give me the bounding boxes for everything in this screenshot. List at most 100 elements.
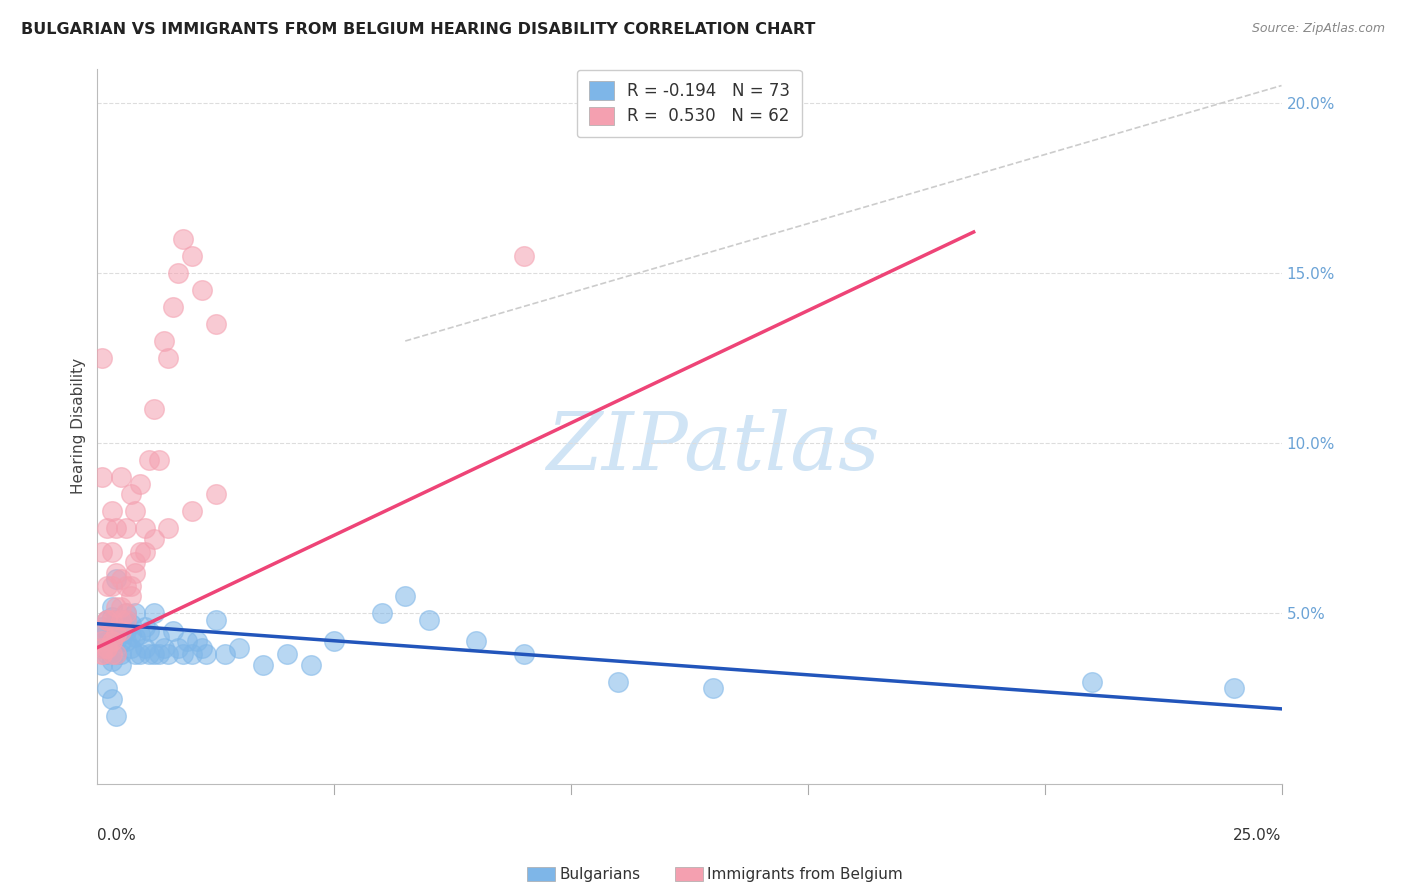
Point [143,607,166,621]
Point [181,648,204,662]
Point [176,633,198,648]
Point [91,640,114,655]
Point [148,453,170,467]
Point [105,599,128,614]
Point [114,633,136,648]
Point [172,648,194,662]
Point [100,654,122,668]
Point [214,648,236,662]
Point [512,648,534,662]
Point [228,640,250,655]
Point [607,674,630,689]
Point [105,521,128,535]
Point [167,266,190,280]
Point [110,613,132,627]
Text: Immigrants from Belgium: Immigrants from Belgium [707,867,903,881]
Legend: R = -0.194   N = 73, R =  0.530   N = 62: R = -0.194 N = 73, R = 0.530 N = 62 [576,70,801,137]
Point [91,640,114,655]
Point [204,487,226,501]
Point [100,633,122,648]
Point [105,573,128,587]
Point [96,633,118,648]
Point [162,624,184,638]
Point [96,640,118,655]
Point [129,627,152,641]
Point [276,648,298,662]
Point [120,640,142,655]
Point [1223,681,1246,696]
Point [512,249,534,263]
Point [100,648,122,662]
Point [418,613,440,627]
Point [91,624,114,638]
Text: 25.0%: 25.0% [1233,828,1281,843]
Point [114,579,136,593]
Point [100,545,122,559]
Point [138,624,160,638]
Point [702,681,724,696]
Point [114,607,136,621]
Point [96,613,118,627]
Point [105,624,128,638]
Point [190,283,212,297]
Point [143,648,166,662]
Point [162,300,184,314]
Point [143,402,166,417]
Point [91,545,114,559]
Point [96,648,118,662]
Point [124,648,146,662]
Point [138,648,160,662]
Point [100,613,122,627]
Point [110,633,132,648]
Point [100,620,122,634]
Point [120,579,142,593]
Point [110,599,132,614]
Point [124,631,146,645]
Point [138,453,160,467]
Point [152,334,174,348]
Point [124,607,146,621]
Point [134,620,156,634]
Point [91,351,114,365]
Point [105,648,128,662]
Text: Source: ZipAtlas.com: Source: ZipAtlas.com [1251,22,1385,36]
Text: 0.0%: 0.0% [97,828,136,843]
Point [124,566,146,580]
Point [110,573,132,587]
Text: Bulgarians: Bulgarians [560,867,641,881]
Point [91,631,114,645]
Point [96,521,118,535]
Point [129,477,152,491]
Point [370,607,392,621]
Point [96,579,118,593]
Point [129,648,152,662]
Point [124,504,146,518]
Point [190,640,212,655]
Point [96,613,118,627]
Point [195,648,218,662]
Point [100,599,122,614]
Point [299,657,322,672]
Point [157,351,180,365]
Point [91,470,114,484]
Point [100,504,122,518]
Point [134,521,156,535]
Point [167,640,190,655]
Point [252,657,274,672]
Point [100,691,122,706]
Point [110,624,132,638]
Point [114,607,136,621]
Point [105,613,128,627]
Point [323,633,346,648]
Point [114,613,136,627]
Point [394,590,416,604]
Point [91,633,114,648]
Point [100,633,122,648]
Point [181,504,204,518]
Point [100,610,122,624]
Point [143,532,166,546]
Point [148,648,170,662]
Y-axis label: Hearing Disability: Hearing Disability [72,358,86,494]
Point [134,640,156,655]
Point [157,521,180,535]
